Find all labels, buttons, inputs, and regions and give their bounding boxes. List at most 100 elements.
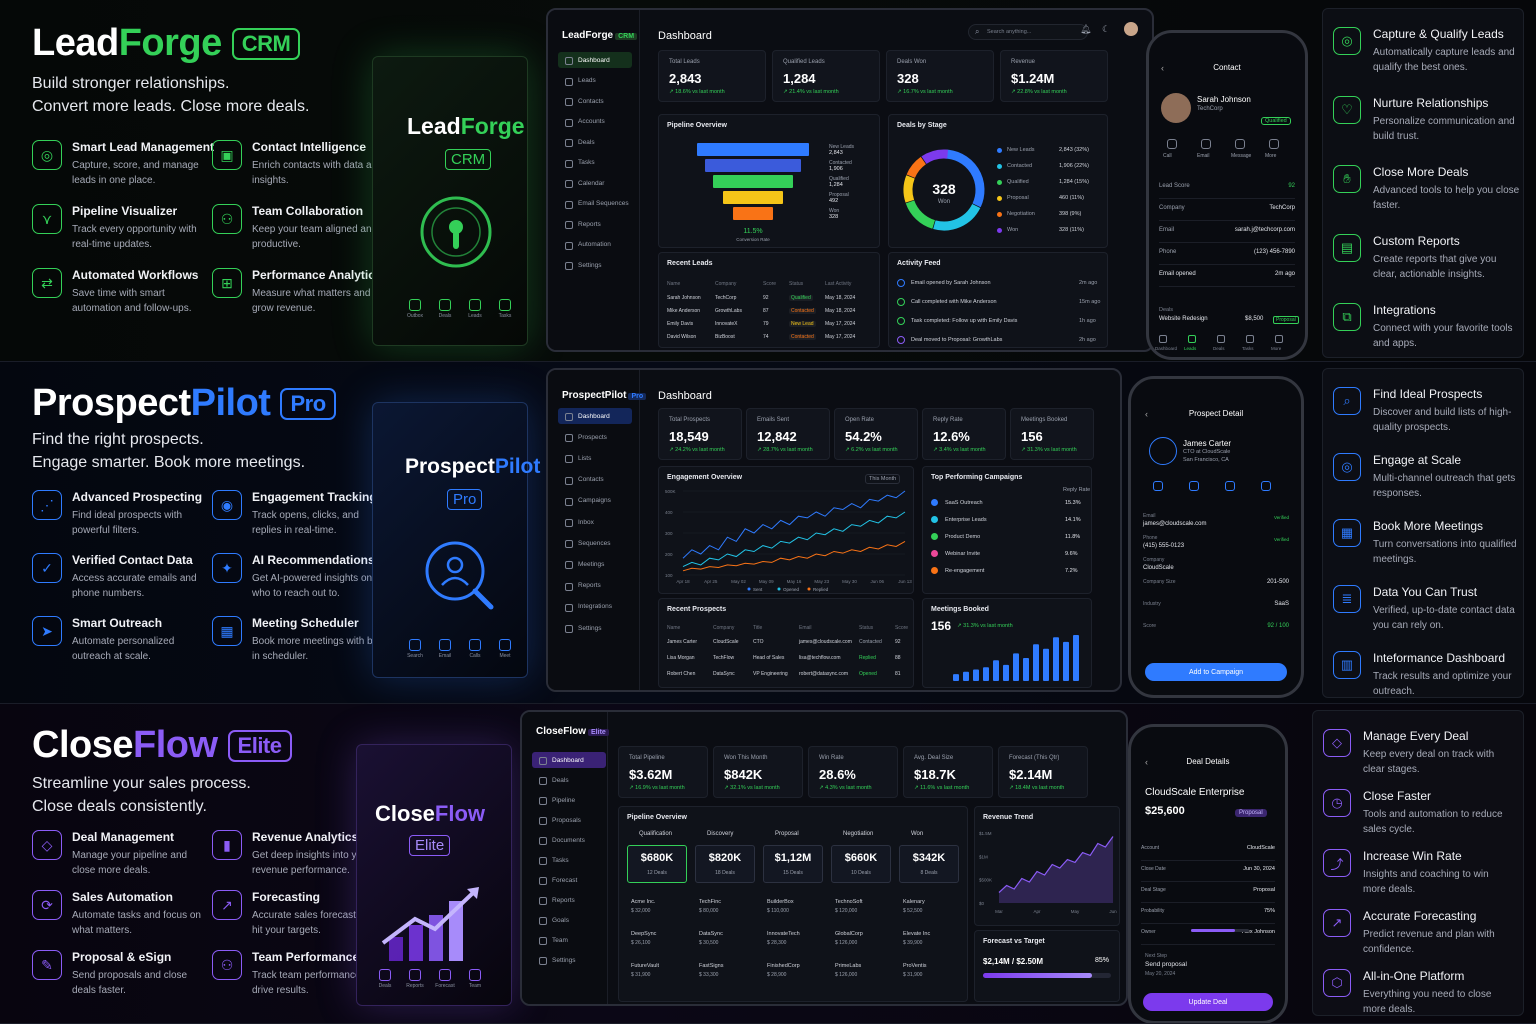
sidebar-item-integrations[interactable]: Integrations (558, 599, 632, 615)
stage-card[interactable]: $660K 10 Deals (831, 845, 891, 883)
sidebar-item-email-sequences[interactable]: Email Sequences (558, 196, 632, 212)
nav-more-icon[interactable] (1275, 335, 1283, 343)
lead-name[interactable]: Mike Anderson (667, 308, 701, 314)
deal-company[interactable]: ProVentis (903, 963, 927, 969)
email-icon[interactable] (1189, 481, 1199, 491)
stage-card[interactable]: $680K 12 Deals (627, 845, 687, 883)
sidebar-item-deals[interactable]: Deals (532, 772, 606, 788)
call-icon[interactable] (1153, 481, 1163, 491)
table-cell: 92 (895, 639, 901, 645)
stage-card[interactable]: $342K 8 Deals (899, 845, 959, 883)
campaign-name[interactable]: Re-engagement (945, 568, 985, 574)
moon-icon[interactable]: ☾ (1102, 24, 1111, 34)
sidebar-item-calendar[interactable]: Calendar (558, 175, 632, 191)
kpi-card: Deals Won 328 ↗ 16.7% vs last month (886, 50, 994, 102)
deal-company[interactable]: FastSigns (699, 963, 724, 969)
sidebar-item-contacts[interactable]: Contacts (558, 93, 632, 109)
sidebar-item-leads[interactable]: Leads (558, 73, 632, 89)
sidebar-item-inbox[interactable]: Inbox (558, 514, 632, 530)
sidebar-item-dashboard[interactable]: Dashboard (558, 52, 632, 68)
more-icon[interactable] (1269, 139, 1279, 149)
campaign-reply-rate: 14.1% (1065, 517, 1081, 523)
prospect-name[interactable]: James Carter (667, 639, 698, 645)
prospect-name[interactable]: Lisa Morgan (667, 655, 695, 661)
deal-company[interactable]: TechnoSoft (835, 899, 863, 905)
update-deal-button[interactable]: Update Deal (1143, 993, 1273, 1011)
sidebar-item-pipeline[interactable]: Pipeline (532, 792, 606, 808)
deal-company[interactable]: Elevate Inc (903, 931, 931, 937)
activity-text: Task completed: Follow up with Emily Dav… (911, 318, 1018, 324)
deal-company[interactable]: TechFinc (699, 899, 722, 905)
link-icon[interactable] (1261, 481, 1271, 491)
deal-company[interactable]: GlobalCorp (835, 931, 863, 937)
activity-time: 15m ago (1079, 299, 1101, 305)
deal-company[interactable]: Kalenary (903, 899, 925, 905)
sidebar-item-meetings[interactable]: Meetings (558, 556, 632, 572)
range-select[interactable]: This Month (865, 474, 901, 484)
nav-leads-icon[interactable] (1188, 335, 1196, 343)
stage-card[interactable]: $1,12M 15 Deals (763, 845, 823, 883)
sidebar-item-sequences[interactable]: Sequences (558, 535, 632, 551)
back-icon[interactable]: ‹ (1145, 409, 1148, 419)
back-icon[interactable]: ‹ (1161, 63, 1164, 73)
message-icon[interactable] (1235, 139, 1245, 149)
sidebar-item-settings[interactable]: Settings (532, 952, 606, 968)
deal-company[interactable]: FutureVault (631, 963, 660, 969)
sidebar-item-reports[interactable]: Reports (558, 578, 632, 594)
bell-icon[interactable]: 🔔︎ (1080, 24, 1092, 34)
sidebar-item-campaigns[interactable]: Campaigns (558, 493, 632, 509)
lead-name[interactable]: Sarah Johnson (667, 295, 701, 301)
search-input[interactable]: ⌕ Search anything... (968, 24, 1088, 40)
sidebar-item-tasks[interactable]: Tasks (532, 852, 606, 868)
sidebar-item-reports[interactable]: Reports (558, 216, 632, 232)
sidebar-item-documents[interactable]: Documents (532, 832, 606, 848)
back-icon[interactable]: ‹ (1145, 757, 1148, 767)
campaign-icon (931, 516, 938, 523)
deal-company[interactable]: DataSync (699, 931, 723, 937)
nav-dashboard-icon[interactable] (1159, 335, 1167, 343)
sidebar-item-accounts[interactable]: Accounts (558, 114, 632, 130)
sidebar-item-prospects[interactable]: Prospects (558, 429, 632, 445)
deal-company[interactable]: BuilderBox (767, 899, 794, 905)
sidebar-item-dashboard[interactable]: Dashboard (532, 752, 606, 768)
avatar[interactable] (1124, 22, 1138, 36)
deal-company[interactable]: InnovateTech (767, 931, 800, 937)
sidebar-item-deals[interactable]: Deals (558, 134, 632, 150)
campaign-name[interactable]: Enterprise Leads (945, 517, 987, 523)
stage-card[interactable]: $820K 18 Deals (695, 845, 755, 883)
phone-deal-details: ‹ Deal Details CloudScale Enterprise $25… (1128, 724, 1288, 1023)
sidebar-item-forecast[interactable]: Forecast (532, 872, 606, 888)
deal-company[interactable]: Acme Inc. (631, 899, 656, 905)
sidebar-item-proposals[interactable]: Proposals (532, 812, 606, 828)
lead-name[interactable]: Emily Davis (667, 321, 694, 327)
sidebar-item-team[interactable]: Team (532, 932, 606, 948)
campaign-name[interactable]: Webinar Invite (945, 551, 981, 557)
benefit-desc: Keep every deal on track with clear stag… (1363, 749, 1495, 775)
verified-icon: ✓ (32, 553, 62, 583)
campaign-name[interactable]: Product Demo (945, 534, 981, 540)
campaign-name[interactable]: SaaS Outreach (945, 500, 983, 506)
deal-company[interactable]: PrimeLabs (835, 963, 862, 969)
chat-icon[interactable] (1225, 481, 1235, 491)
add-to-campaign-button[interactable]: Add to Campaign (1145, 663, 1287, 681)
sidebar-item-lists[interactable]: Lists (558, 450, 632, 466)
sidebar-item-tasks[interactable]: Tasks (558, 155, 632, 171)
sidebar-item-settings[interactable]: Settings (558, 620, 632, 636)
email-icon[interactable] (1201, 139, 1211, 149)
deal-value: $8,500 (1245, 316, 1264, 322)
deal-company[interactable]: FinishedCorp (767, 963, 800, 969)
sidebar-item-reports[interactable]: Reports (532, 892, 606, 908)
call-icon[interactable] (1167, 139, 1177, 149)
sidebar-item-dashboard[interactable]: Dashboard (558, 408, 632, 424)
deal-name[interactable]: Website Redesign (1159, 316, 1208, 322)
nav-deals-icon[interactable] (1217, 335, 1225, 343)
lead-name[interactable]: David Wilson (667, 334, 697, 340)
prospect-name[interactable]: Robert Chen (667, 671, 696, 677)
sidebar-item-goals[interactable]: Goals (532, 912, 606, 928)
nav-tasks-icon[interactable] (1246, 335, 1254, 343)
sidebar-item-settings[interactable]: Settings (558, 257, 632, 273)
deal-company[interactable]: DeepSync (631, 931, 657, 937)
sidebar-item-contacts[interactable]: Contacts (558, 472, 632, 488)
sidebar-item-automation[interactable]: Automation (558, 237, 632, 253)
kpi-change: ↗ 32.1% vs last month (724, 785, 780, 791)
